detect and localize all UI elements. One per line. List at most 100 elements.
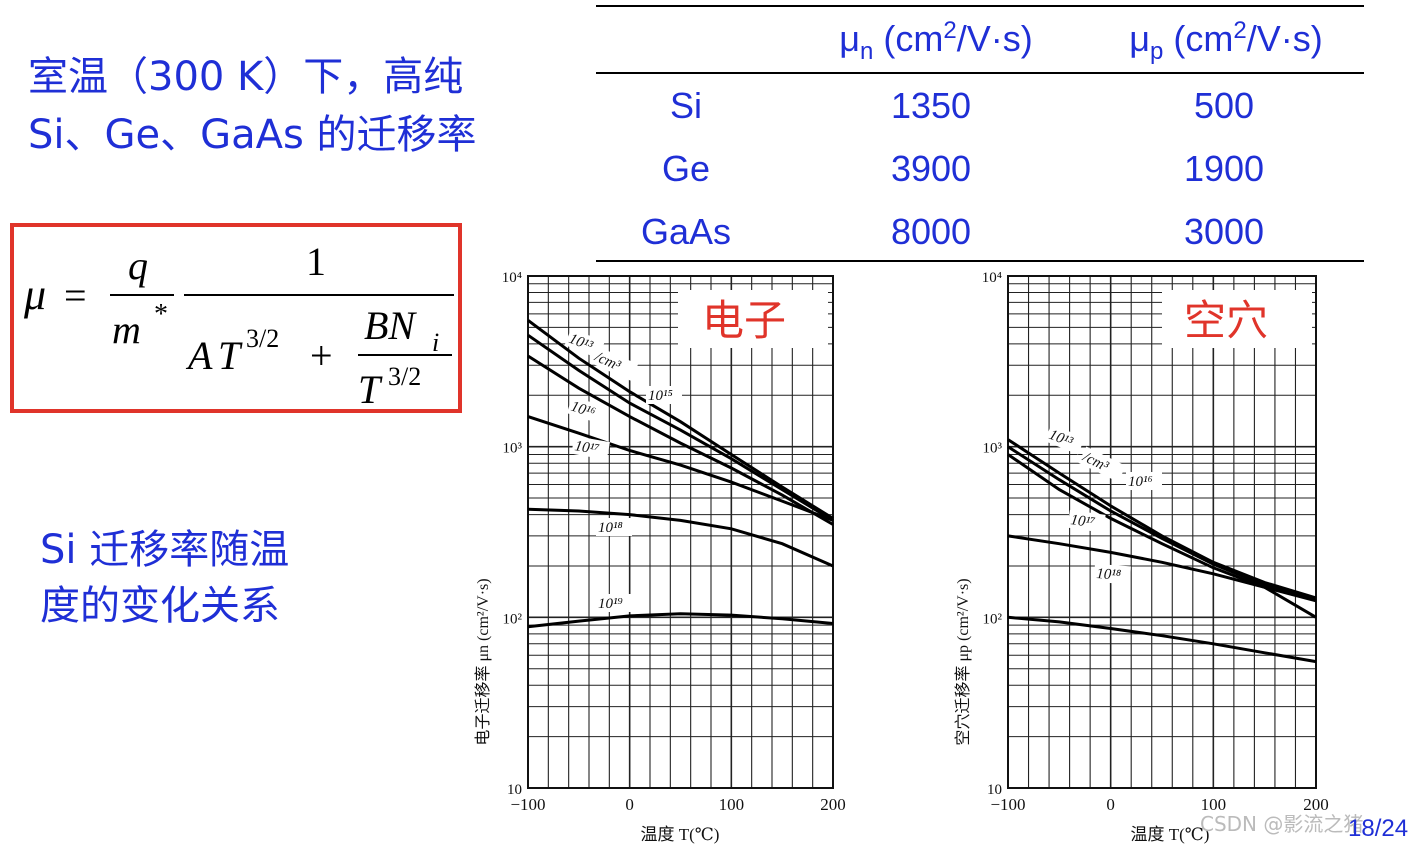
electron-series-1 xyxy=(527,333,834,522)
formula-A: A xyxy=(185,333,213,378)
slide-subtitle: Si 迁移率随温 度的变化关系 xyxy=(40,522,289,634)
formula-exp1: 3/2 xyxy=(246,324,279,353)
electron-label-bg xyxy=(571,435,610,460)
slide-title-line2: Si、Ge、GaAs 的迁移率 xyxy=(28,112,477,158)
electron-label-bg xyxy=(596,594,632,612)
hole-series-0 xyxy=(1007,438,1317,600)
formula-BN: BN xyxy=(364,303,417,348)
row-gaas-mu-n: 8000 xyxy=(890,211,972,252)
hole-label-bg xyxy=(1078,446,1126,483)
hole-curve-label: 10¹⁷ xyxy=(1069,512,1096,531)
electron-xtick: 100 xyxy=(719,795,745,814)
electron-curve-label: 10¹⁵ xyxy=(648,388,673,404)
electron-chart-ylabel: 电子迁移率 μn (cm²/V·s) xyxy=(474,578,492,745)
hole-series-1 xyxy=(1007,445,1317,601)
formula-exp2: 3/2 xyxy=(388,362,421,391)
hole-xtick: −100 xyxy=(990,795,1025,814)
hole-label-bg xyxy=(1067,509,1106,533)
hole-xtick: 0 xyxy=(1106,795,1115,814)
slide-title-line1: 室温（300 K）下，高纯 xyxy=(28,54,464,100)
electron-series-2 xyxy=(527,354,834,526)
hole-chart-curves xyxy=(1007,438,1317,664)
electron-chart-ticks: −100 0 100 200 10 10² 10³ 10⁴ xyxy=(502,270,846,814)
hole-xtick: 200 xyxy=(1303,795,1329,814)
hole-label-bg xyxy=(1126,472,1162,490)
row-si-mu-p: 500 xyxy=(1193,85,1255,126)
hole-ytick: 10³ xyxy=(983,441,1003,457)
electron-ytick: 10³ xyxy=(503,441,523,457)
header-mu-n-unit-b: /V·s) xyxy=(956,18,1033,59)
mobility-formula: μ = q m * 1 A T 3/2 + BN i T 3/2 xyxy=(10,223,462,413)
hole-xtick: 100 xyxy=(1201,795,1227,814)
formula-q: q xyxy=(128,243,148,288)
hole-series-4 xyxy=(1007,615,1317,664)
formula-m: m xyxy=(112,307,141,352)
electron-series-5 xyxy=(527,612,834,629)
row-ge-material: Ge xyxy=(661,148,711,189)
electron-ytick: 10⁴ xyxy=(502,270,522,286)
table-top-rule xyxy=(596,5,1364,7)
hole-title-bg xyxy=(1162,290,1312,348)
header-mu-n-sub: n xyxy=(860,38,874,66)
electron-frame xyxy=(527,275,834,789)
slide-title: 室温（300 K）下，高纯 Si、Ge、GaAs 的迁移率 xyxy=(28,48,588,164)
row-gaas-material: GaAs xyxy=(640,211,732,252)
header-mu-n-sym: μ xyxy=(839,18,861,59)
formula-i: i xyxy=(432,328,439,357)
header-mu-p: μp (cm2/V·s) xyxy=(1096,17,1356,66)
header-mu-n-unit-a: (cm xyxy=(873,18,944,59)
table-header-rule xyxy=(596,72,1364,74)
electron-chart-xlabel: 温度 T(℃) xyxy=(641,825,720,844)
formula-one: 1 xyxy=(306,239,326,284)
hole-chart-xlabel: 温度 T(℃) xyxy=(1131,825,1210,844)
header-mu-p-sub: p xyxy=(1150,38,1164,66)
hole-frame xyxy=(1007,275,1317,789)
formula-equals: = xyxy=(64,273,87,318)
electron-chart-title: 电子 xyxy=(702,296,786,345)
row-ge-mu-n: 3900 xyxy=(890,148,972,189)
electron-series-4 xyxy=(527,507,834,568)
hole-ytick: 10⁴ xyxy=(982,270,1002,286)
electron-title-bg xyxy=(678,290,828,348)
formula-T2: T xyxy=(358,367,383,412)
electron-label-bg xyxy=(590,346,639,381)
formula-plus: + xyxy=(310,333,333,378)
hole-curve-label: 10¹⁶ xyxy=(1128,474,1153,490)
hole-ytick: 10 xyxy=(987,782,1002,798)
hole-label-bg xyxy=(1093,563,1131,585)
hole-chart-grid xyxy=(1007,275,1317,789)
table-bottom-rule xyxy=(596,260,1364,262)
header-mu-p-sup: 2 xyxy=(1233,17,1247,44)
hole-chart-title: 空穴 xyxy=(1184,296,1268,345)
electron-ytick: 10 xyxy=(507,782,522,798)
row-ge-mu-p: 1900 xyxy=(1183,148,1265,189)
header-mu-n: μn (cm2/V·s) xyxy=(806,17,1066,66)
electron-curve-label: 10¹⁶ xyxy=(569,399,597,422)
electron-label-bg xyxy=(564,328,605,359)
electron-label-bg xyxy=(596,518,632,536)
electron-ytick: 10² xyxy=(503,611,523,627)
electron-xtick: 200 xyxy=(820,795,846,814)
header-mu-n-sup: 2 xyxy=(943,17,957,44)
header-mu-p-sym: μ xyxy=(1129,18,1151,59)
formula-star: * xyxy=(154,299,168,330)
hole-chart-ticks: −100 0 100 200 10 10² 10³ 10⁴ xyxy=(982,270,1329,814)
mobility-table: μn (cm2/V·s) μp (cm2/V·s) Si 1350 500 Ge… xyxy=(596,5,1364,263)
header-mu-p-unit-b: /V·s) xyxy=(1246,18,1323,59)
electron-series-3 xyxy=(527,415,834,522)
subtitle-line2: 度的变化关系 xyxy=(40,583,280,629)
electron-curve-label: 10¹⁷ xyxy=(573,438,600,458)
electron-xtick: 0 xyxy=(625,795,634,814)
electron-xtick: −100 xyxy=(510,795,545,814)
electron-curve-label: 10¹⁹ xyxy=(598,596,623,612)
row-si-mu-n: 1350 xyxy=(890,85,972,126)
formula-mu: μ xyxy=(23,270,46,319)
hole-label-bg xyxy=(1044,424,1085,455)
electron-series-0 xyxy=(527,319,834,520)
hole-series-3 xyxy=(1007,534,1317,619)
header-mu-p-unit-a: (cm xyxy=(1163,18,1234,59)
